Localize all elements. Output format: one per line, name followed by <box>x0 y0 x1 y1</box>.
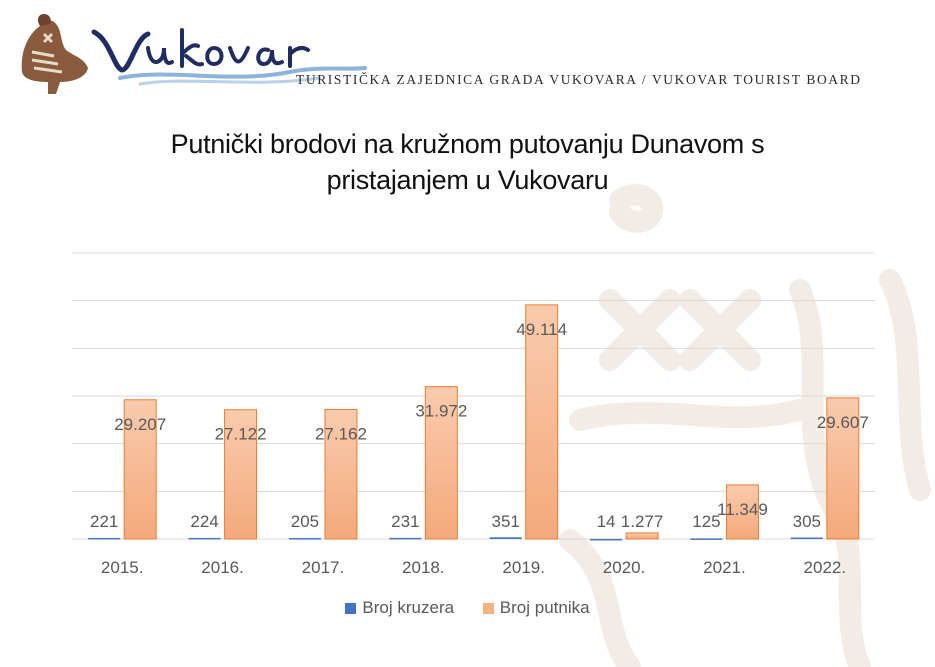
legend-swatch-cruisers <box>345 602 357 614</box>
legend-swatch-passengers <box>482 602 494 614</box>
chart-title-line-2: pristajanjem u Vukovaru <box>326 165 609 195</box>
data-label-passengers: 29.207 <box>114 415 166 434</box>
x-tick-label: 2015. <box>101 558 144 577</box>
vukovar-wordmark-logo <box>91 28 367 86</box>
bar-cruisers-2015 <box>88 537 121 540</box>
x-tick-label: 2016. <box>201 558 244 577</box>
bar-cruisers-2021 <box>690 538 723 540</box>
bar-passengers-2016 <box>224 409 258 540</box>
data-label-passengers: 1.277 <box>621 512 664 531</box>
data-label-passengers: 31.972 <box>415 402 467 421</box>
bar-cruisers-2022 <box>790 537 823 540</box>
data-label-cruisers: 14 <box>597 512 616 531</box>
bar-passengers-2015 <box>123 399 157 540</box>
legend-label-cruisers: Broj kruzera <box>362 598 455 617</box>
bar-chart: 221 29.207 2015. 224 27.122 2016. 205 27.162 201… <box>72 252 875 577</box>
data-label-cruisers: 231 <box>391 512 419 531</box>
data-label-cruisers: 221 <box>90 512 118 531</box>
bar-cruisers-2020 <box>590 538 623 541</box>
header: TURISTIČKA ZAJEDNICA GRADA VUKOVARA / VU… <box>0 0 935 110</box>
data-label-passengers: 11.349 <box>717 500 768 519</box>
bar-passengers-2017 <box>324 409 358 540</box>
dove-figurine-icon <box>21 14 89 94</box>
data-label-cruisers: 224 <box>190 512 218 531</box>
bar-passengers-2019 <box>525 304 559 540</box>
bar-passengers-2018 <box>424 386 458 540</box>
data-label-passengers: 29.607 <box>817 413 869 432</box>
x-tick-label: 2018. <box>402 558 445 577</box>
legend-item-passengers: Broj putnika <box>482 598 590 618</box>
data-label-cruisers: 305 <box>793 512 821 531</box>
bar-cruisers-2018 <box>389 537 422 540</box>
bar-passengers-2021 <box>725 484 759 540</box>
data-label-passengers: 49.114 <box>516 320 567 339</box>
x-tick-label: 2017. <box>302 558 345 577</box>
data-label-passengers: 27.162 <box>315 425 367 444</box>
x-tick-label: 2019. <box>502 558 545 577</box>
bar-cruisers-2017 <box>288 538 321 540</box>
bar-cruisers-2019 <box>489 537 522 539</box>
chart-title-line-1: Putnički brodovi na kružnom putovanju Du… <box>170 129 765 159</box>
bar-passengers-2022 <box>826 397 860 540</box>
legend-item-cruisers: Broj kruzera <box>345 598 454 618</box>
bar-passengers-2020 <box>625 532 659 540</box>
legend-label-passengers: Broj putnika <box>499 598 590 617</box>
data-label-cruisers: 351 <box>492 512 520 531</box>
data-label-passengers: 27.122 <box>215 425 267 444</box>
x-tick-label: 2020. <box>603 558 646 577</box>
x-tick-label: 2021. <box>703 558 746 577</box>
data-label-cruisers: 125 <box>692 512 720 531</box>
tourist-board-name: TURISTIČKA ZAJEDNICA GRADA VUKOVARA / VU… <box>296 72 862 87</box>
chart-title: Putnički brodovi na kružnom putovanju Du… <box>0 126 935 198</box>
data-label-cruisers: 205 <box>291 512 319 531</box>
chart-legend: Broj kruzera Broj putnika <box>0 598 935 619</box>
x-tick-label: 2022. <box>804 558 847 577</box>
bar-cruisers-2016 <box>188 537 221 540</box>
